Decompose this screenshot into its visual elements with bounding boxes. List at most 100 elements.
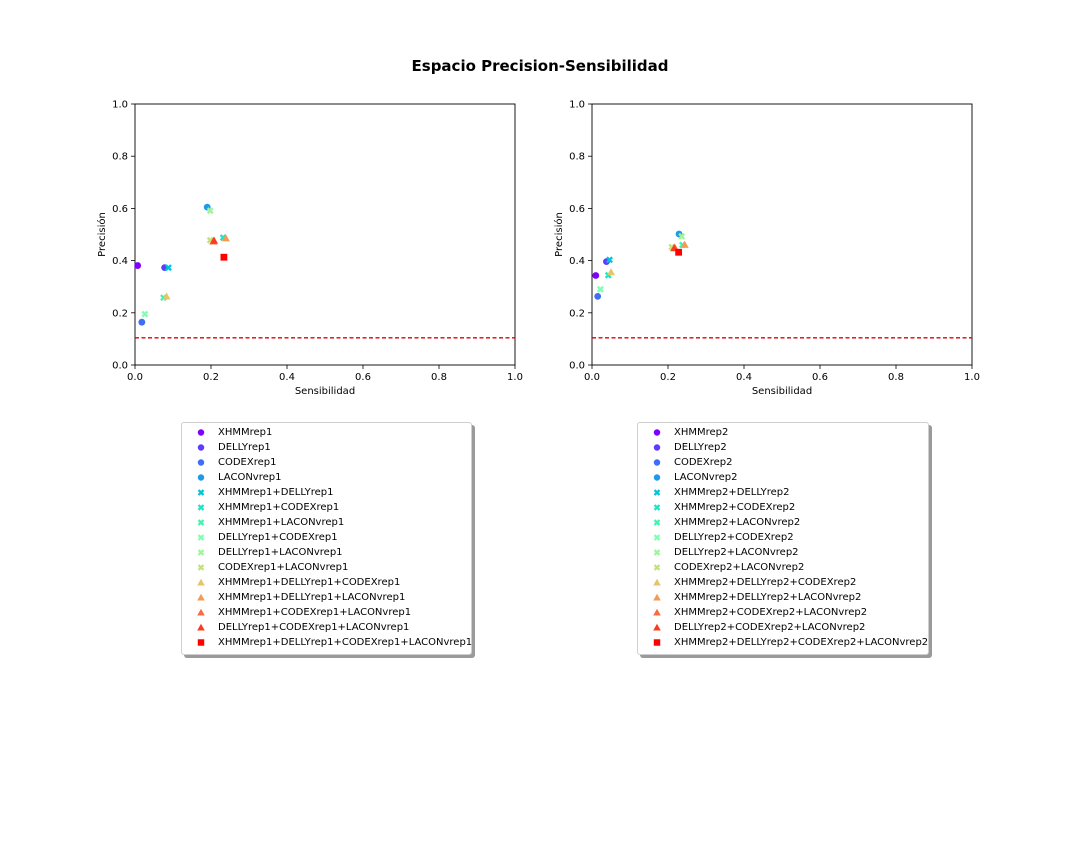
- legend-label: CODEXrep1+LACONvrep1: [218, 562, 349, 573]
- legend-marker-icon: [197, 489, 205, 496]
- legend-entry: CODEXrep2+LACONvrep2: [644, 560, 922, 575]
- legend-entry: DELLYrep2+CODEXrep2: [644, 530, 922, 545]
- legend-entry: XHMMrep1+CODEXrep1+LACONvrep1: [188, 605, 465, 620]
- legend-marker-icon: [653, 578, 661, 586]
- legend-marker: [653, 623, 661, 631]
- legend-label: XHMMrep1+CODEXrep1+LACONvrep1: [218, 607, 412, 618]
- legend-marker-icon: [197, 534, 205, 541]
- legend-entry: XHMMrep2: [644, 425, 922, 440]
- chart-1: 0.0 0.2 0.4 0.6 0.8 1.0 0.0 0.2 0.4 0.6 0.8 1.0 Sens…: [96, 100, 523, 398]
- y-tick-label: 0.0: [569, 361, 585, 372]
- y-tick-label: 0.0: [112, 361, 128, 372]
- legend-label: XHMMrep1+DELLYrep1: [218, 487, 334, 498]
- legend-marker: [197, 489, 205, 496]
- data-point: [138, 318, 146, 326]
- data-point: [141, 310, 149, 318]
- y-tick-label: 1.0: [569, 100, 585, 111]
- legend-entry: XHMMrep2+DELLYrep2+CODEXrep2: [644, 575, 922, 590]
- x-tick-label: 0.8: [888, 372, 904, 383]
- legend-marker-icon: [653, 593, 661, 601]
- legend-label: DELLYrep2: [674, 442, 727, 453]
- y-axis-label: Precisión: [553, 212, 565, 257]
- x-axis-label: Sensibilidad: [295, 386, 355, 397]
- legend-entry: XHMMrep1+DELLYrep1: [188, 485, 465, 500]
- legend-label: XHMMrep2+DELLYrep2+LACONvrep2: [674, 592, 862, 603]
- x-tick-label: 1.0: [964, 372, 980, 383]
- legend-marker: [653, 519, 661, 526]
- legend-panel-1: XHMMrep1 DELLYrep1 CODEXrep1 LACONvrep1 XHMM…: [181, 422, 472, 655]
- y-tick-label: 0.2: [112, 308, 128, 319]
- data-point: [164, 264, 172, 272]
- legend-label: XHMMrep1+CODEXrep1: [218, 502, 340, 513]
- legend-label: XHMMrep1+DELLYrep1+LACONvrep1: [218, 592, 406, 603]
- legend-entry: XHMMrep2+CODEXrep2+LACONvrep2: [644, 605, 922, 620]
- x-tick-label: 0.6: [355, 372, 371, 383]
- chart-2: 0.0 0.2 0.4 0.6 0.8 1.0 0.0 0.2 0.4 0.6 0.8 1.0 Sens…: [553, 100, 980, 398]
- legend-marker-icon: [653, 504, 661, 511]
- legend-marker: [197, 534, 205, 541]
- legend-entry: DELLYrep1+CODEXrep1+LACONvrep1: [188, 620, 465, 635]
- figure-title: Espacio Precision-Sensibilidad: [411, 57, 669, 75]
- legend-marker: [653, 459, 661, 466]
- data-point: [592, 272, 600, 279]
- x-tick-label: 0.0: [584, 372, 600, 383]
- legend-marker-icon: [197, 504, 205, 511]
- legend-entry: DELLYrep1+CODEXrep1: [188, 530, 465, 545]
- legend-label: LACONvrep2: [674, 472, 738, 483]
- legend-marker: [653, 608, 661, 616]
- legend-entry: LACONvrep1: [188, 470, 465, 485]
- legend-entry: CODEXrep2: [644, 455, 922, 470]
- legend-marker: [197, 519, 205, 526]
- legend-marker-icon: [197, 623, 205, 631]
- y-tick-label: 0.4: [569, 256, 585, 267]
- legend-entry: XHMMrep2+DELLYrep2+LACONvrep2: [644, 590, 922, 605]
- data-point: [221, 234, 230, 242]
- data-point: [606, 256, 613, 264]
- legend-marker: [653, 593, 661, 601]
- y-tick-label: 1.0: [112, 100, 128, 111]
- legend-marker-icon: [197, 549, 205, 556]
- legend-marker-icon: [197, 474, 205, 481]
- legend-marker-icon: [197, 459, 205, 466]
- legend-marker: [653, 504, 661, 511]
- legend-label: XHMMrep1+LACONvrep1: [218, 517, 345, 528]
- legend-marker-icon: [653, 564, 661, 571]
- legend-label: XHMMrep1+DELLYrep1+CODEXrep1: [218, 577, 401, 588]
- x-tick-label: 0.2: [660, 372, 676, 383]
- legend-entry: XHMMrep2+DELLYrep2+CODEXrep2+LACONvrep2: [644, 635, 928, 650]
- legend-marker-icon: [197, 564, 205, 571]
- legend-entry: XHMMrep2+LACONvrep2: [644, 515, 922, 530]
- legend-marker-icon: [197, 578, 205, 586]
- legend-entry: XHMMrep1+LACONvrep1: [188, 515, 465, 530]
- plot-frame: [591, 103, 973, 366]
- x-tick-label: 1.0: [507, 372, 523, 383]
- legend-entry: DELLYrep2: [644, 440, 922, 455]
- legend-marker-icon: [197, 519, 205, 526]
- legend-entry: DELLYrep2+CODEXrep2+LACONvrep2: [644, 620, 922, 635]
- legend-entry: XHMMrep1+DELLYrep1+LACONvrep1: [188, 590, 465, 605]
- legend-entry: XHMMrep2+CODEXrep2: [644, 500, 922, 515]
- legend-entry: DELLYrep1: [188, 440, 465, 455]
- plot-frame: [134, 103, 516, 366]
- legend-marker: [197, 593, 205, 601]
- legend-label: XHMMrep2+LACONvrep2: [674, 517, 801, 528]
- data-point: [594, 292, 602, 300]
- data-point: [220, 253, 228, 261]
- legend-marker-icon: [653, 444, 661, 451]
- legend-marker-icon: [653, 639, 661, 646]
- legend-marker: [197, 578, 205, 586]
- legend-label: DELLYrep2+CODEXrep2: [674, 532, 794, 543]
- legend-marker-icon: [197, 608, 205, 616]
- legend-marker: [653, 444, 661, 451]
- legend-entry: XHMMrep1+CODEXrep1: [188, 500, 465, 515]
- legend-entry: XHMMrep1: [188, 425, 465, 440]
- legend-label: XHMMrep2+DELLYrep2+CODEXrep2: [674, 577, 857, 588]
- y-tick-label: 0.8: [569, 152, 585, 163]
- legend-marker: [197, 608, 205, 616]
- legend-label: XHMMrep2+CODEXrep2+LACONvrep2: [674, 607, 868, 618]
- legend-label: DELLYrep1+CODEXrep1+LACONvrep1: [218, 622, 410, 633]
- legend-entry: XHMMrep1+DELLYrep1+CODEXrep1+LACONvrep1: [188, 635, 472, 650]
- data-point: [162, 292, 171, 300]
- legend-entry: CODEXrep1: [188, 455, 465, 470]
